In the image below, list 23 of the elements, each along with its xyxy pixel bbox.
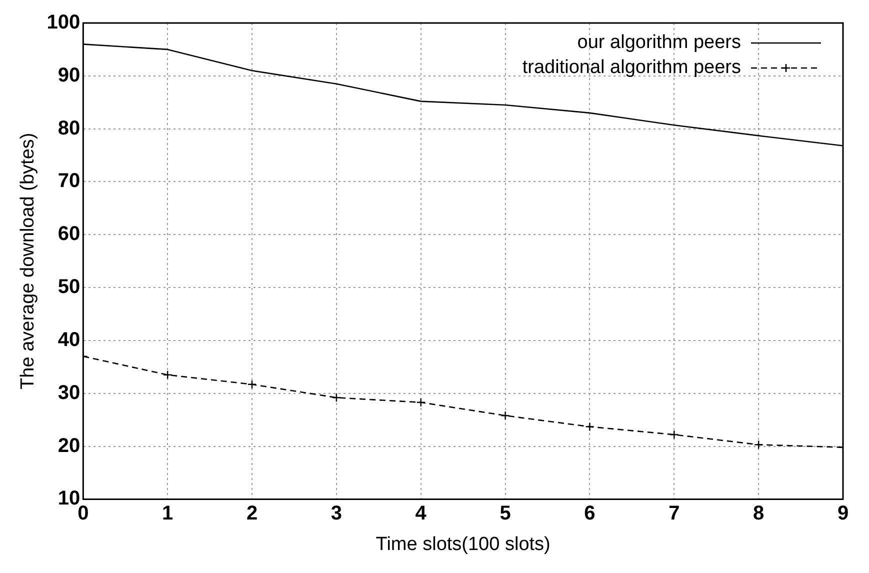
- x-tick-label: 9: [837, 502, 849, 525]
- x-axis-title: Time slots(100 slots): [376, 534, 550, 555]
- y-tick-label: 80: [58, 117, 80, 140]
- y-tick-label: 40: [58, 328, 80, 351]
- y-tick-label: 90: [58, 64, 80, 86]
- y-axis-title: The average download (bytes): [18, 132, 39, 390]
- x-tick-label: 5: [500, 502, 511, 525]
- x-tick-label: 4: [415, 502, 428, 525]
- x-tick-label: 1: [162, 502, 174, 525]
- x-tick-label: 0: [78, 502, 89, 525]
- legend-label: our algorithm peers: [577, 32, 741, 54]
- x-tick-label: 2: [246, 502, 258, 525]
- x-tick-label: 3: [330, 502, 342, 525]
- legend-label: traditional algorithm peers: [522, 57, 741, 78]
- y-tick-label: 30: [58, 382, 80, 404]
- y-tick-label: 70: [58, 170, 80, 192]
- x-tick-label: 7: [668, 502, 680, 525]
- y-tick-label: 60: [58, 223, 80, 246]
- x-tick-label: 8: [753, 502, 764, 525]
- y-tick-label: 100: [46, 12, 80, 34]
- x-tick-label: 6: [584, 502, 596, 525]
- y-tick-label: 50: [58, 276, 80, 298]
- y-tick-label: 20: [58, 434, 80, 457]
